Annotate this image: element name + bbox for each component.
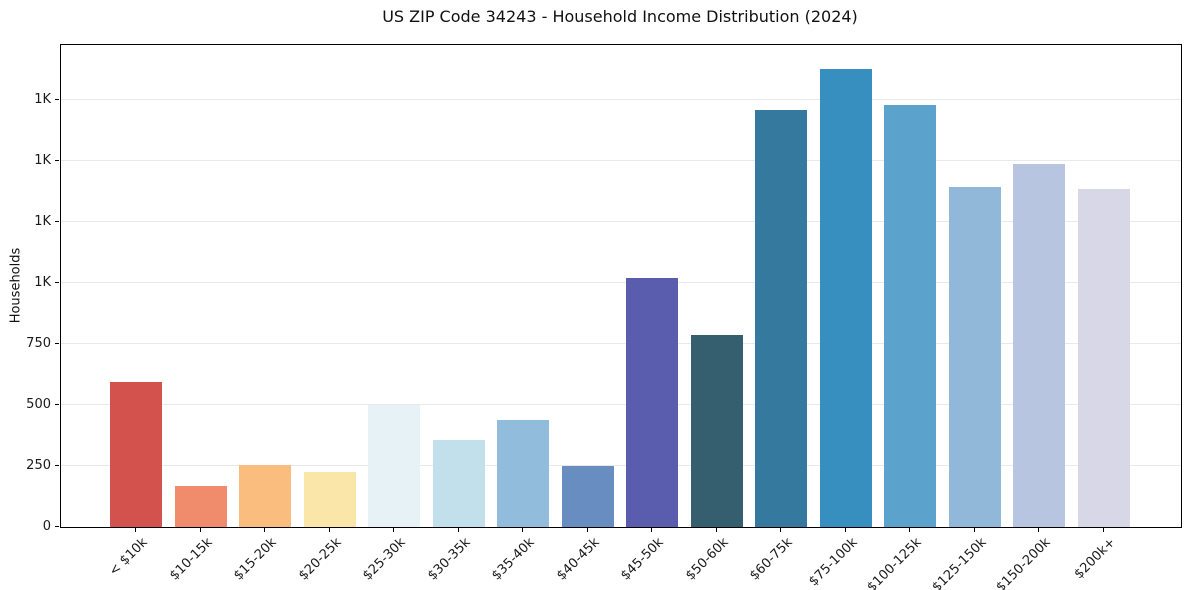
- x-tick-mark: [328, 528, 330, 532]
- x-tick-mark: [715, 528, 717, 532]
- x-tick-label: $25-30k: [360, 535, 409, 584]
- y-tick-mark: [55, 159, 59, 161]
- x-tick-mark: [844, 528, 846, 532]
- x-tick-mark: [135, 528, 136, 532]
- x-tick-label: $45-50k: [618, 535, 667, 584]
- y-gridline: [61, 342, 1181, 344]
- bar-$30-35k: [432, 440, 485, 527]
- bar-$20-25k: [303, 471, 356, 527]
- x-tick-mark: [586, 528, 588, 532]
- y-gridline: [61, 281, 1181, 283]
- y-tick-label: 1K: [34, 91, 51, 107]
- y-tick-label: 250: [26, 457, 51, 473]
- x-tick-mark: [1102, 528, 1104, 532]
- y-tick-label: 1K: [34, 274, 51, 290]
- y-tick-label: 0: [42, 519, 51, 534]
- x-tick-label: $10-15k: [166, 535, 216, 584]
- x-tick-label: $50-60k: [682, 535, 732, 584]
- bar-$125-150k: [948, 186, 1001, 527]
- bar-$100-125k: [884, 104, 936, 527]
- x-tick-label: $150-200k: [993, 535, 1054, 590]
- x-tick-label: $100-125k: [864, 535, 925, 590]
- x-tick-label: $40-45k: [553, 535, 603, 584]
- bar-$15-20k: [239, 465, 291, 527]
- x-tick-label: $20-25k: [295, 535, 345, 584]
- y-gridline: [61, 220, 1181, 222]
- x-tick-mark: [457, 528, 459, 532]
- chart-title: US ZIP Code 34243 - Household Income Dis…: [382, 7, 858, 26]
- x-tick-mark: [780, 528, 781, 532]
- bar-$50-60k: [690, 335, 743, 527]
- bar-$40-45k: [561, 466, 614, 527]
- x-tick-label: $75-100k: [805, 535, 861, 590]
- bar-$35-40k: [497, 419, 549, 527]
- x-tick-mark: [973, 528, 975, 532]
- y-tick-mark: [55, 403, 59, 405]
- y-tick-label: 1K: [34, 213, 51, 229]
- y-tick-mark: [55, 281, 59, 283]
- y-gridline: [61, 403, 1181, 405]
- y-gridline: [61, 159, 1181, 161]
- x-tick-mark: [909, 528, 910, 532]
- x-tick-label: < $10k: [106, 535, 151, 580]
- bar-$200k+: [1077, 188, 1130, 527]
- y-tick-label: 500: [26, 396, 51, 412]
- y-tick-label: 750: [26, 335, 51, 351]
- y-gridline: [61, 465, 1181, 466]
- bar-$10-15k: [174, 485, 227, 527]
- x-tick-label: $30-35k: [424, 535, 474, 584]
- x-tick-label: $15-20k: [231, 535, 280, 584]
- x-tick-mark: [651, 528, 652, 532]
- x-tick-mark: [199, 528, 201, 532]
- x-tick-mark: [264, 528, 265, 532]
- bar-$25-30k: [368, 404, 420, 527]
- y-tick-mark: [55, 464, 59, 466]
- bar-$150-200k: [1013, 163, 1065, 527]
- y-tick-label: 1K: [34, 152, 51, 168]
- y-gridline: [61, 98, 1181, 100]
- y-tick-mark: [55, 220, 59, 222]
- y-tick-mark: [55, 342, 59, 344]
- x-tick-label: $60-75k: [747, 535, 796, 584]
- x-tick-mark: [1038, 528, 1039, 532]
- plot-area: [60, 44, 1182, 528]
- y-tick-mark: [55, 526, 59, 527]
- bar-$75-100k: [819, 68, 872, 527]
- bar-< $10k: [110, 381, 162, 527]
- x-tick-label: $35-40k: [489, 535, 538, 584]
- x-tick-label: $125-150k: [928, 535, 990, 590]
- x-tick-mark: [522, 528, 523, 532]
- x-tick-mark: [393, 528, 394, 532]
- bar-$45-50k: [626, 277, 678, 527]
- y-tick-mark: [55, 98, 59, 100]
- bar-$60-75k: [755, 109, 807, 527]
- x-tick-label: $200k+: [1071, 535, 1119, 583]
